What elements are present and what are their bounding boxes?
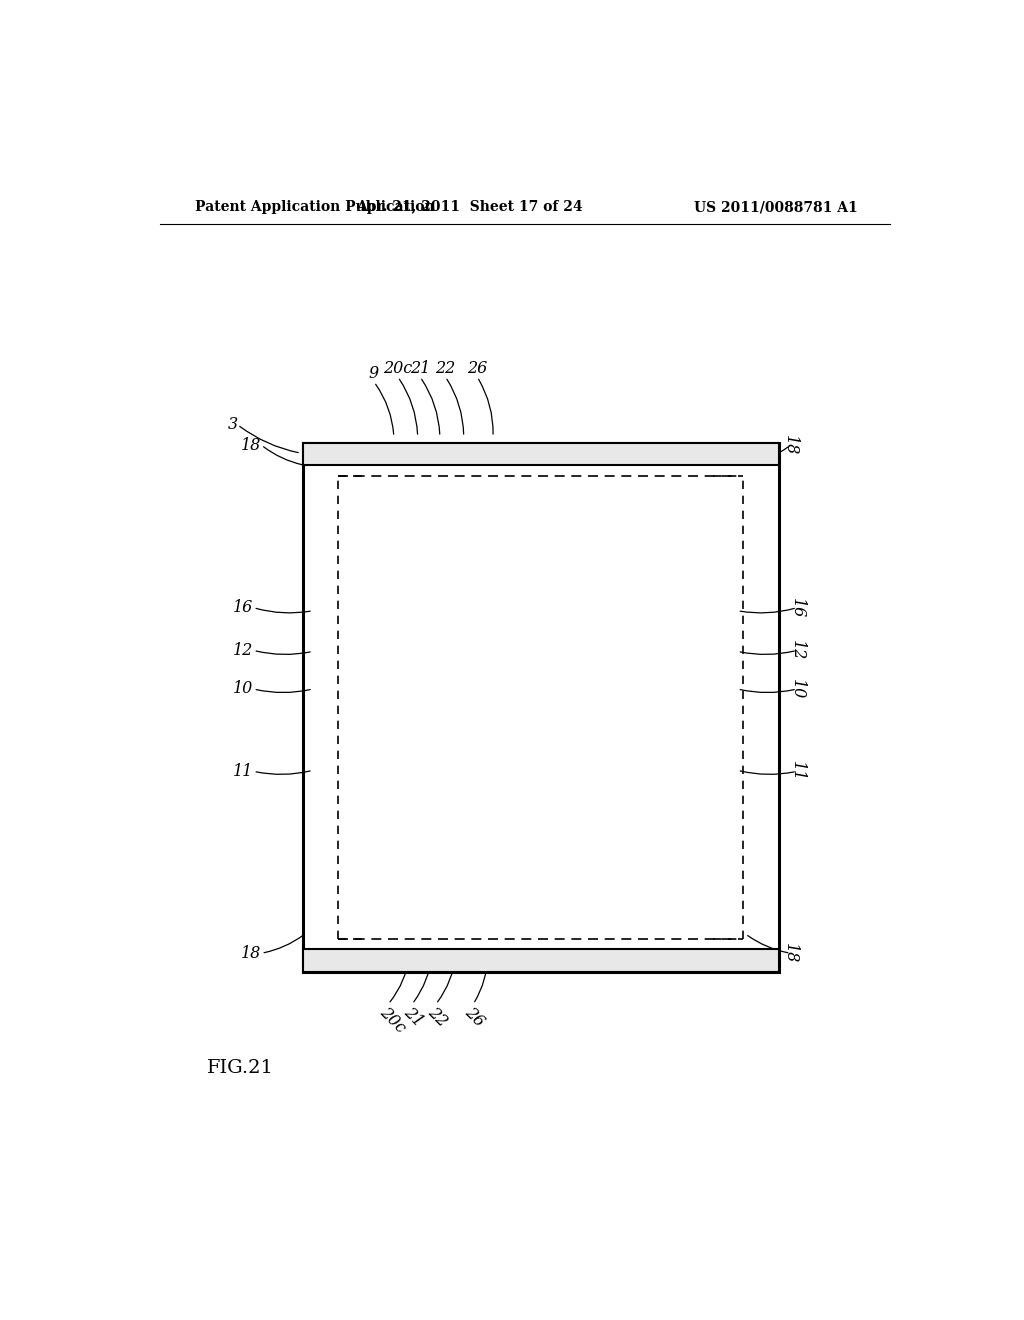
Text: 12: 12: [233, 642, 253, 659]
Text: 16: 16: [788, 598, 806, 618]
Text: 22: 22: [435, 360, 456, 378]
Text: 11: 11: [788, 762, 806, 781]
Text: Patent Application Publication: Patent Application Publication: [196, 201, 435, 214]
Text: FIG.21: FIG.21: [207, 1059, 274, 1077]
Text: 20c: 20c: [383, 360, 413, 378]
Text: 26: 26: [461, 1005, 487, 1031]
Text: 9: 9: [369, 366, 379, 381]
Bar: [303, 949, 778, 972]
Text: 18: 18: [782, 942, 799, 964]
Text: 18: 18: [241, 945, 261, 962]
Bar: [303, 444, 778, 972]
Text: 16: 16: [233, 599, 253, 616]
Text: 12: 12: [788, 640, 806, 660]
Text: 18: 18: [241, 437, 261, 454]
Text: 21: 21: [410, 360, 430, 378]
Text: 3: 3: [227, 416, 238, 433]
Bar: [303, 444, 778, 466]
Text: 20c: 20c: [376, 1005, 409, 1036]
Text: 18: 18: [782, 434, 799, 455]
Text: 10: 10: [788, 678, 806, 700]
Text: US 2011/0088781 A1: US 2011/0088781 A1: [694, 201, 858, 214]
Text: 10: 10: [233, 681, 253, 697]
Text: Apr. 21, 2011  Sheet 17 of 24: Apr. 21, 2011 Sheet 17 of 24: [356, 201, 583, 214]
Text: 21: 21: [400, 1005, 426, 1031]
Text: 26: 26: [467, 360, 487, 378]
Text: 22: 22: [424, 1005, 451, 1031]
Text: 11: 11: [233, 763, 253, 780]
